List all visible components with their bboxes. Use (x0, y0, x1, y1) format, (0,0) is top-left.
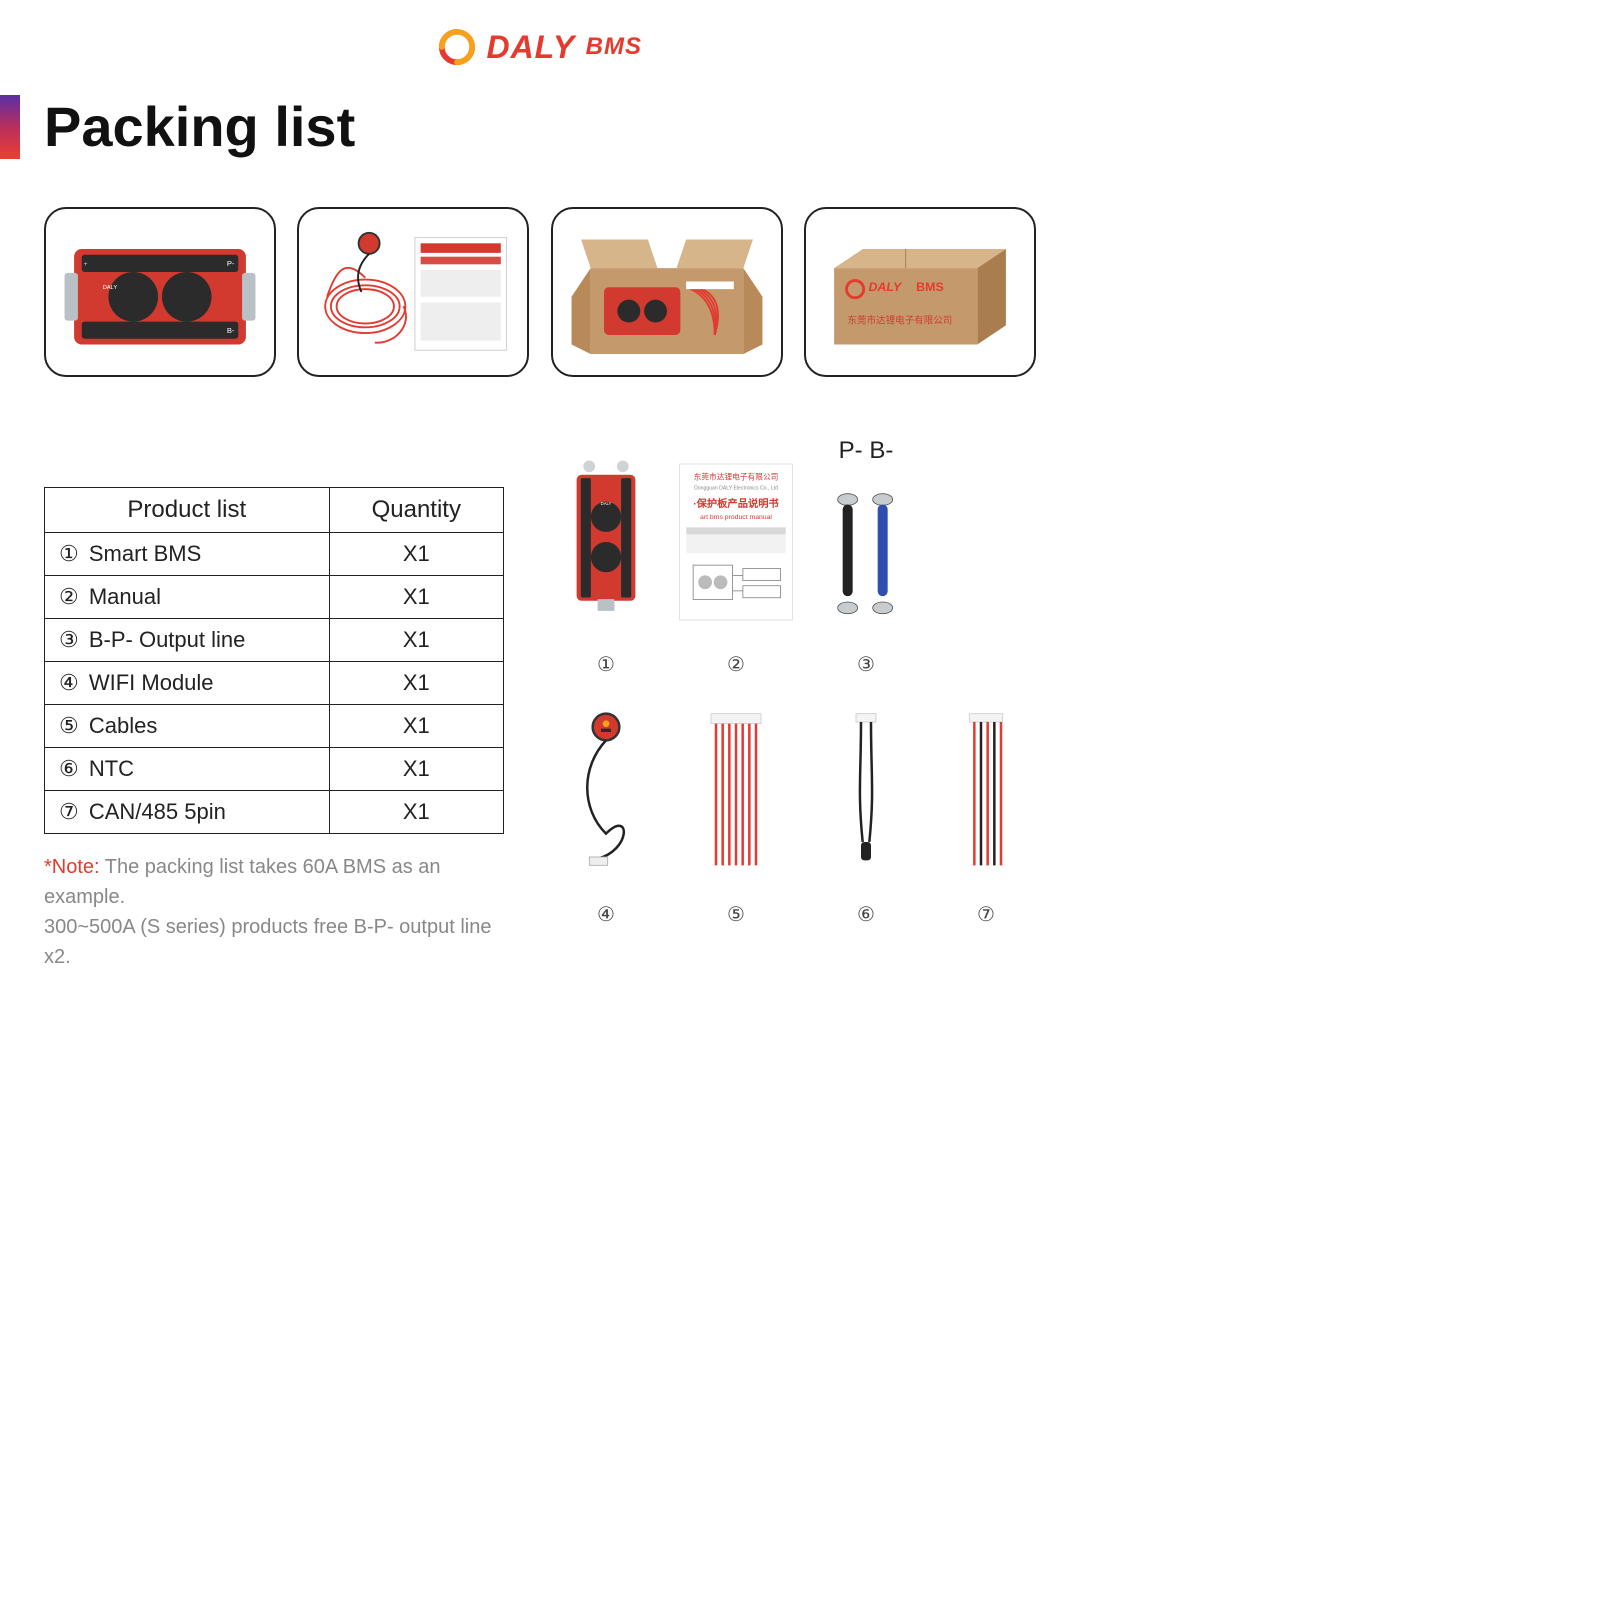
cell-item: ④ WIFI Module (45, 662, 330, 705)
note-block: *Note: The packing list takes 60A BMS as… (44, 852, 516, 972)
item-4: ④ (556, 687, 656, 927)
cell-item: ⑦ CAN/485 5pin (45, 791, 330, 834)
pb-label: P- B- (839, 437, 894, 465)
cap-6: ⑥ (857, 902, 875, 927)
cell-item: ② Manual (45, 576, 330, 619)
svg-text:DALY: DALY (868, 280, 903, 294)
title-text: Packing list (44, 94, 355, 159)
cap-4: ④ (597, 902, 615, 927)
cell-qty: X1 (329, 791, 503, 834)
cell-qty: X1 (329, 748, 503, 791)
items-grid: DALY ① 东莞市达锂电子有限公司 Dongguan DALY Electro… (556, 437, 1036, 927)
item-1: DALY ① (556, 437, 656, 677)
cap-3: ③ (857, 652, 875, 677)
table-row: ⑤ CablesX1 (45, 705, 504, 748)
cell-qty: X1 (329, 705, 503, 748)
card-bms: + P- B- DALY (44, 207, 276, 377)
table-row: ③ B-P- Output lineX1 (45, 619, 504, 662)
item-5: ⑤ (676, 687, 796, 927)
cell-qty: X1 (329, 533, 503, 576)
svg-text:Dongguan DALY Electronics Co.,: Dongguan DALY Electronics Co., Ltd (694, 485, 778, 491)
svg-text:B-: B- (227, 326, 235, 335)
note-line1: The packing list takes 60A BMS as an exa… (44, 856, 441, 908)
table-row: ④ WIFI ModuleX1 (45, 662, 504, 705)
cell-qty: X1 (329, 662, 503, 705)
brand-daly: DALY (486, 29, 575, 65)
brand-bms: BMS (586, 33, 642, 60)
svg-text:·保护板产品说明书: ·保护板产品说明书 (693, 496, 779, 509)
svg-text:P-: P- (227, 259, 235, 268)
cell-item: ③ B-P- Output line (45, 619, 330, 662)
svg-text:DALY: DALY (103, 285, 118, 291)
item-6: ⑥ (816, 687, 916, 927)
cap-5: ⑤ (727, 902, 745, 927)
item-3: P- B- ③ (816, 437, 916, 677)
cell-item: ① Smart BMS (45, 533, 330, 576)
cell-qty: X1 (329, 576, 503, 619)
svg-text:+: + (84, 261, 88, 268)
table-row: ② ManualX1 (45, 576, 504, 619)
card-closed-box: DALY BMS 东莞市达锂电子有限公司 (804, 207, 1036, 377)
cell-item: ⑥ NTC (45, 748, 330, 791)
note-label: *Note: (44, 856, 100, 878)
svg-text:art bms product manual: art bms product manual (700, 513, 772, 520)
table-and-note: Product list Quantity ① Smart BMSX1② Man… (44, 437, 516, 972)
cell-qty: X1 (329, 619, 503, 662)
table-row: ⑦ CAN/485 5pinX1 (45, 791, 504, 834)
table-row: ① Smart BMSX1 (45, 533, 504, 576)
section-title: Packing list (0, 94, 1080, 159)
th-qty: Quantity (329, 488, 503, 533)
svg-text:DALY: DALY (601, 501, 612, 506)
brand-logo-icon (438, 28, 476, 66)
title-accent-bar (0, 95, 20, 159)
svg-text:BMS: BMS (916, 280, 944, 294)
packing-table: Product list Quantity ① Smart BMSX1② Man… (44, 487, 504, 834)
cell-item: ⑤ Cables (45, 705, 330, 748)
note-line2: 300~500A (S series) products free B-P- o… (44, 916, 491, 968)
card-wires-manual (297, 207, 529, 377)
product-photo-cards: + P- B- DALY (0, 207, 1080, 377)
box-company-text: 东莞市达锂电子有限公司 (847, 315, 952, 327)
cap-1: ① (597, 652, 615, 677)
brand-header: DALY BMS (0, 0, 1080, 66)
cap-2: ② (727, 652, 745, 677)
table-row: ⑥ NTCX1 (45, 748, 504, 791)
item-7: ⑦ (936, 687, 1036, 927)
th-product: Product list (45, 488, 330, 533)
cap-7: ⑦ (977, 902, 995, 927)
svg-text:东莞市达锂电子有限公司: 东莞市达锂电子有限公司 (694, 471, 779, 481)
card-open-box (551, 207, 783, 377)
item-2: 东莞市达锂电子有限公司 Dongguan DALY Electronics Co… (676, 437, 796, 677)
